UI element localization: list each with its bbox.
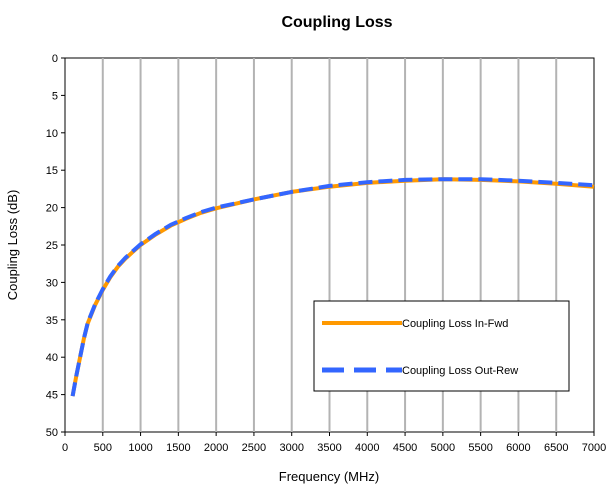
- y-tick-label: 10: [46, 128, 58, 140]
- y-axis-ticks: 0 5 10 15 20 25 30 35 40 45 50: [46, 53, 65, 439]
- x-tick-label: 3500: [317, 442, 341, 454]
- x-tick-label: 1000: [128, 442, 152, 454]
- y-tick-label: 15: [46, 165, 58, 177]
- x-tick-label: 4500: [393, 442, 417, 454]
- x-tick-label: 2500: [242, 442, 266, 454]
- x-tick-label: 5500: [468, 442, 492, 454]
- x-tick-label: 500: [94, 442, 112, 454]
- legend-label-out-rew: Coupling Loss Out-Rew: [402, 365, 518, 377]
- y-tick-label: 30: [46, 277, 58, 289]
- legend-box: [313, 300, 570, 392]
- y-tick-label: 25: [46, 240, 58, 252]
- x-tick-label: 2000: [204, 442, 228, 454]
- x-tick-label: 5000: [431, 442, 455, 454]
- y-tick-label: 20: [46, 203, 58, 215]
- legend: Coupling Loss In-Fwd Coupling Loss Out-R…: [313, 300, 570, 392]
- y-tick-label: 40: [46, 352, 58, 364]
- y-axis-label: Coupling Loss (dB): [5, 190, 20, 301]
- x-tick-label: 1500: [166, 442, 190, 454]
- series-lines: [70, 177, 595, 397]
- x-axis-label: Frequency (MHz): [279, 469, 379, 484]
- series-line-out-rew: [70, 177, 595, 397]
- x-axis-ticks: 0 500 1000 1500 2000 2500 3000 3500 4000 4500 5000…: [62, 432, 606, 454]
- x-tick-label: 0: [62, 442, 68, 454]
- x-tick-label: 4000: [355, 442, 379, 454]
- x-tick-label: 6000: [506, 442, 530, 454]
- y-tick-label: 0: [52, 53, 58, 65]
- y-tick-label: 5: [52, 90, 58, 102]
- y-tick-label: 35: [46, 315, 58, 327]
- y-tick-label: 45: [46, 390, 58, 402]
- x-tick-label: 7000: [582, 442, 606, 454]
- y-tick-label: 50: [46, 427, 58, 439]
- legend-label-in-fwd: Coupling Loss In-Fwd: [402, 318, 508, 330]
- chart-title: Coupling Loss: [281, 14, 392, 31]
- x-tick-label: 6500: [544, 442, 568, 454]
- x-tick-label: 3000: [279, 442, 303, 454]
